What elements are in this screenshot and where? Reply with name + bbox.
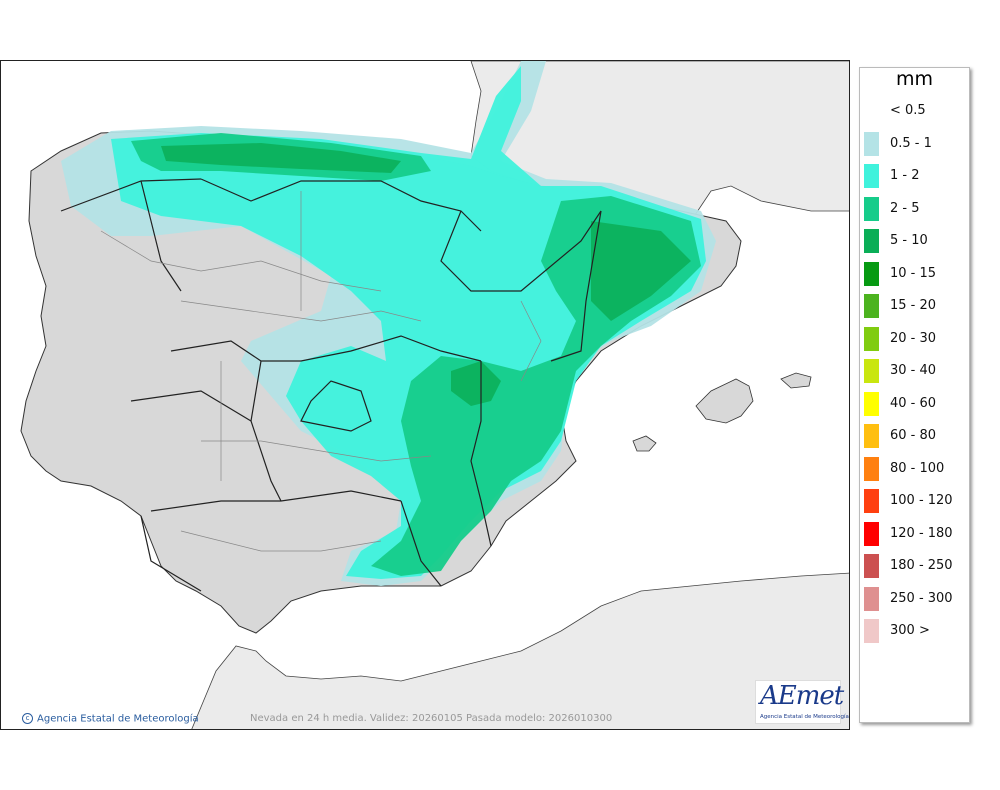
legend-item: 300 > xyxy=(864,619,964,643)
snowfall-map xyxy=(1,61,849,729)
legend-item: 120 - 180 xyxy=(864,521,964,546)
legend-label: 300 > xyxy=(890,623,930,638)
menorca-island xyxy=(780,372,812,389)
legend-item: 5 - 10 xyxy=(864,229,964,253)
legend-label: 120 - 180 xyxy=(890,525,953,541)
legend-item: 250 - 300 xyxy=(864,586,964,611)
africa-land xyxy=(191,572,849,729)
region-borders xyxy=(60,178,602,592)
legend-label: 0.5 - 1 xyxy=(890,135,932,151)
legend-label: 40 - 60 xyxy=(890,395,937,411)
snow-area-medium xyxy=(111,66,706,579)
legend-label: 180 - 250 xyxy=(890,558,953,573)
copyright-notice: c Agencia Estatal de Meteorología xyxy=(22,713,199,725)
aemet-logo: AEmet Agencia Estatal de Meteorología xyxy=(755,680,849,724)
legend-swatch xyxy=(864,586,879,611)
legend-item: 1 - 2 xyxy=(864,164,964,188)
legend-label: 30 - 40 xyxy=(890,363,937,378)
legend-swatch xyxy=(864,196,879,221)
map-panel xyxy=(0,60,850,730)
legend-swatch xyxy=(864,229,879,253)
legend-item: 100 - 120 xyxy=(864,489,964,513)
logo-subtitle: Agencia Estatal de Meteorología xyxy=(760,714,849,720)
legend-label: 2 - 5 xyxy=(890,200,920,216)
legend-label: 15 - 20 xyxy=(890,298,937,313)
legend-title: mm xyxy=(895,68,934,90)
legend-label: 80 - 100 xyxy=(890,460,945,476)
legend-swatch xyxy=(864,359,879,383)
legend-item: 20 - 30 xyxy=(864,326,964,351)
ibiza-island xyxy=(632,435,657,452)
legend-swatch xyxy=(864,521,879,546)
province-borders xyxy=(100,191,542,552)
map-caption: Nevada en 24 h media. Validez: 20260105 … xyxy=(250,713,613,724)
legend-item: 0.5 - 1 xyxy=(864,131,964,156)
legend-item: 40 - 60 xyxy=(864,391,964,416)
legend-swatch xyxy=(864,619,879,643)
legend-label: 60 - 80 xyxy=(890,428,937,443)
legend-label: 100 - 120 xyxy=(890,493,953,508)
legend-swatch xyxy=(864,489,879,513)
legend-item: 30 - 40 xyxy=(864,359,964,383)
legend-swatch xyxy=(864,391,879,416)
legend-swatch xyxy=(864,99,879,123)
legend-label: 5 - 10 xyxy=(890,233,928,248)
legend-label: 10 - 15 xyxy=(890,265,937,281)
legend-item: 15 - 20 xyxy=(864,294,964,318)
legend-swatch xyxy=(864,261,879,286)
legend-swatch xyxy=(864,554,879,578)
legend-item: 180 - 250 xyxy=(864,554,964,578)
copyright-text: Agencia Estatal de Meteorología xyxy=(37,713,199,725)
copyright-icon: c xyxy=(22,713,33,724)
legend-label: 20 - 30 xyxy=(890,330,937,346)
legend-swatch xyxy=(864,424,879,448)
legend-swatch xyxy=(864,456,879,481)
legend-swatch xyxy=(864,164,879,188)
mallorca-island xyxy=(695,378,754,424)
legend-panel: mm < 0.5 0.5 - 1 1 - 2 2 - 5 5 - 10 10 - 15 15… xyxy=(859,67,970,723)
legend-item: < 0.5 xyxy=(864,99,964,123)
snow-area-heavy xyxy=(131,133,701,576)
legend-item: 80 - 100 xyxy=(864,456,964,481)
legend-swatch xyxy=(864,131,879,156)
legend-label: < 0.5 xyxy=(890,103,926,118)
legend-item: 2 - 5 xyxy=(864,196,964,221)
legend-swatch xyxy=(864,326,879,351)
legend-label: 250 - 300 xyxy=(890,590,953,606)
legend-swatch xyxy=(864,294,879,318)
legend-item: 10 - 15 xyxy=(864,261,964,286)
legend-item: 60 - 80 xyxy=(864,424,964,448)
logo-text: AEmet xyxy=(760,681,844,711)
legend-label: 1 - 2 xyxy=(890,168,920,183)
